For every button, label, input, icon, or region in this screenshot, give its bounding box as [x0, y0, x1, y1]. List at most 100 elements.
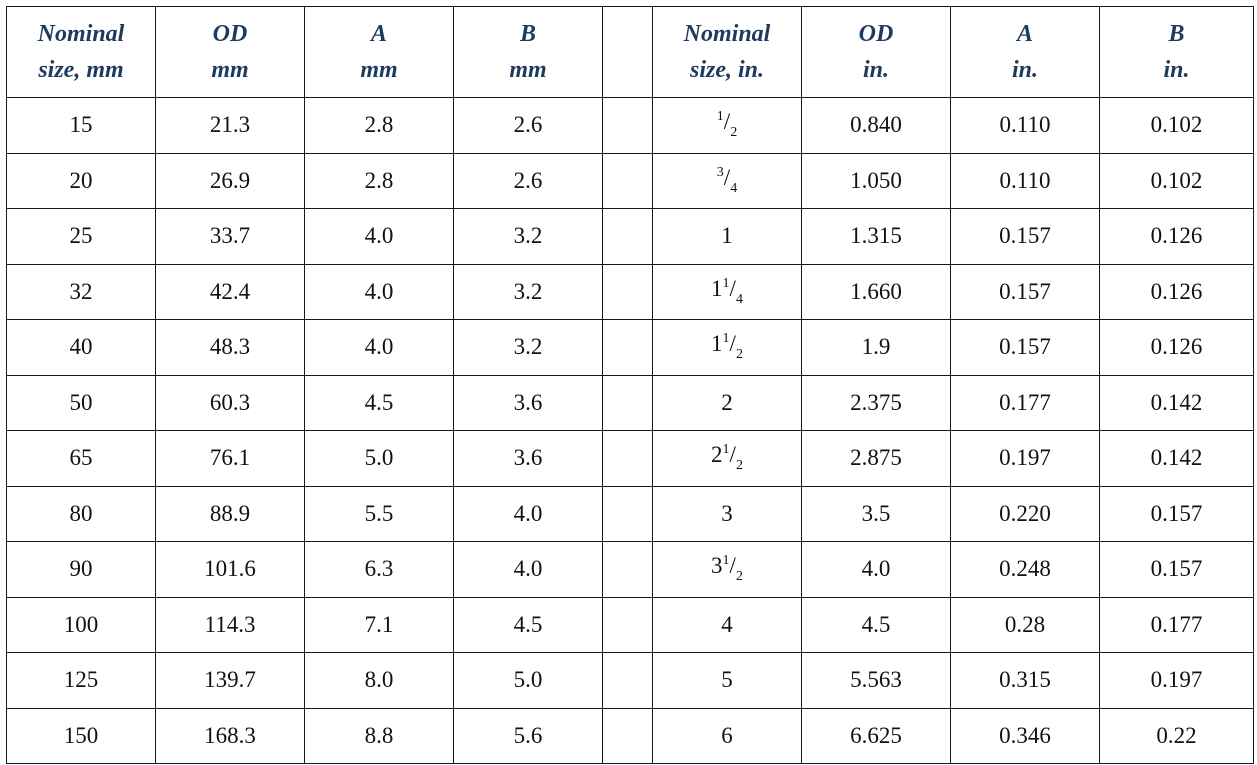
cell-od-in: 0.840: [801, 97, 951, 154]
fraction-whole: 6: [721, 722, 733, 748]
cell-a-in: 0.197: [950, 430, 1100, 487]
header-nominal-mm: Nominal size, mm: [6, 6, 156, 98]
nominal-inch-value: 21/2: [711, 442, 743, 474]
cell-a-in: 0.346: [950, 707, 1100, 764]
cell-a-mm: 2.8: [304, 152, 454, 209]
cell-a-mm: 6.3: [304, 541, 454, 598]
cell-b-mm: 3.2: [453, 208, 603, 265]
header-line: B: [519, 21, 536, 47]
cell-nominal-mm: 40: [6, 319, 156, 376]
cell-od-mm: 26.9: [155, 152, 305, 209]
fraction-whole: 4: [721, 611, 733, 637]
cell-od-mm: 168.3: [155, 707, 305, 764]
header-row: Nominal size, mm OD mm A mm B mm Nominal…: [6, 6, 1254, 98]
spacer-cell: [602, 374, 653, 431]
spacer-cell: [602, 152, 653, 209]
fraction-numerator: 3: [716, 164, 724, 180]
header-line: OD: [212, 21, 248, 47]
header-line: in.: [862, 57, 889, 83]
cell-b-mm: 3.2: [453, 263, 603, 320]
cell-b-mm: 5.0: [453, 652, 603, 709]
fraction-denominator: 2: [735, 458, 743, 474]
cell-a-mm: 4.0: [304, 263, 454, 320]
cell-nominal-in: 21/2: [652, 430, 802, 487]
cell-nominal-mm: 80: [6, 485, 156, 542]
spacer-cell: [602, 97, 653, 154]
spacer-cell: [602, 208, 653, 265]
header-line: in.: [1011, 57, 1038, 83]
cell-b-mm: 5.6: [453, 707, 603, 764]
header-line: size, in.: [689, 57, 764, 83]
cell-od-mm: 42.4: [155, 263, 305, 320]
cell-b-in: 0.102: [1099, 97, 1254, 154]
header-line: A: [1016, 21, 1033, 47]
nominal-inch-value: 3/4: [717, 165, 737, 197]
cell-a-mm: 8.0: [304, 652, 454, 709]
fraction-whole: 2: [721, 389, 733, 415]
cell-b-in: 0.126: [1099, 208, 1254, 265]
cell-b-in: 0.157: [1099, 541, 1254, 598]
cell-od-mm: 88.9: [155, 485, 305, 542]
cell-od-in: 1.315: [801, 208, 951, 265]
cell-nominal-in: 1/2: [652, 97, 802, 154]
cell-nominal-mm: 100: [6, 596, 156, 653]
cell-nominal-in: 3: [652, 485, 802, 542]
header-line: A: [370, 21, 387, 47]
cell-od-mm: 33.7: [155, 208, 305, 265]
cell-od-mm: 76.1: [155, 430, 305, 487]
fraction-slash: /: [729, 553, 736, 579]
cell-nominal-in: 4: [652, 596, 802, 653]
header-nominal-in: Nominal size, in.: [652, 6, 802, 98]
header-od-in: OD in.: [801, 6, 951, 98]
header-line: mm: [509, 57, 547, 83]
header-line: B: [1168, 21, 1185, 47]
fraction-slash: /: [729, 442, 736, 468]
header-b-mm: B mm: [453, 6, 603, 98]
header-line: Nominal: [37, 21, 125, 47]
fraction-whole: 1: [721, 223, 733, 249]
nominal-inch-value: 31/2: [711, 553, 743, 585]
cell-od-in: 4.5: [801, 596, 951, 653]
header-line: mm: [360, 57, 398, 83]
header-b-in: B in.: [1099, 6, 1254, 98]
cell-nominal-mm: 90: [6, 541, 156, 598]
cell-b-mm: 3.6: [453, 374, 603, 431]
spacer-cell: [602, 596, 653, 653]
cell-od-in: 1.9: [801, 319, 951, 376]
cell-od-in: 3.5: [801, 485, 951, 542]
header-line: OD: [858, 21, 894, 47]
cell-od-mm: 114.3: [155, 596, 305, 653]
cell-od-mm: 139.7: [155, 652, 305, 709]
nominal-inch-value: 11/2: [711, 331, 743, 363]
cell-a-in: 0.157: [950, 208, 1100, 265]
nominal-inch-value: 1/2: [717, 109, 737, 141]
cell-b-in: 0.142: [1099, 430, 1254, 487]
cell-od-in: 2.375: [801, 374, 951, 431]
cell-b-mm: 2.6: [453, 97, 603, 154]
cell-nominal-in: 6: [652, 707, 802, 764]
spacer-cell: [602, 541, 653, 598]
header-a-mm: A mm: [304, 6, 454, 98]
fraction-whole: 5: [721, 667, 733, 693]
cell-a-mm: 4.0: [304, 208, 454, 265]
table-row: 80 88.9 5.5 4.0 3 3.5 0.220 0.157: [6, 485, 1254, 542]
table-row: 25 33.7 4.0 3.2 1 1.315 0.157 0.126: [6, 208, 1254, 265]
cell-a-mm: 7.1: [304, 596, 454, 653]
spacer-cell: [602, 652, 653, 709]
fraction-denominator: 4: [735, 291, 743, 307]
pipe-dimensions-table: Nominal size, mm OD mm A mm B mm Nominal…: [6, 6, 1254, 764]
table-row: 90 101.6 6.3 4.0 31/2 4.0 0.248 0.157: [6, 541, 1254, 598]
fraction-whole: 1: [711, 331, 723, 357]
nominal-inch-value: 2: [721, 390, 733, 416]
nominal-inch-value: 4: [721, 612, 733, 638]
nominal-inch-value: 3: [721, 501, 733, 527]
fraction-slash: /: [729, 275, 736, 301]
cell-b-mm: 3.2: [453, 319, 603, 376]
header-line: mm: [211, 57, 249, 83]
table-row: 40 48.3 4.0 3.2 11/2 1.9 0.157 0.126: [6, 319, 1254, 376]
cell-nominal-in: 11/4: [652, 263, 802, 320]
cell-a-in: 0.220: [950, 485, 1100, 542]
cell-b-mm: 4.5: [453, 596, 603, 653]
fraction-whole: 2: [711, 442, 723, 468]
fraction-numerator: 1: [716, 109, 724, 125]
